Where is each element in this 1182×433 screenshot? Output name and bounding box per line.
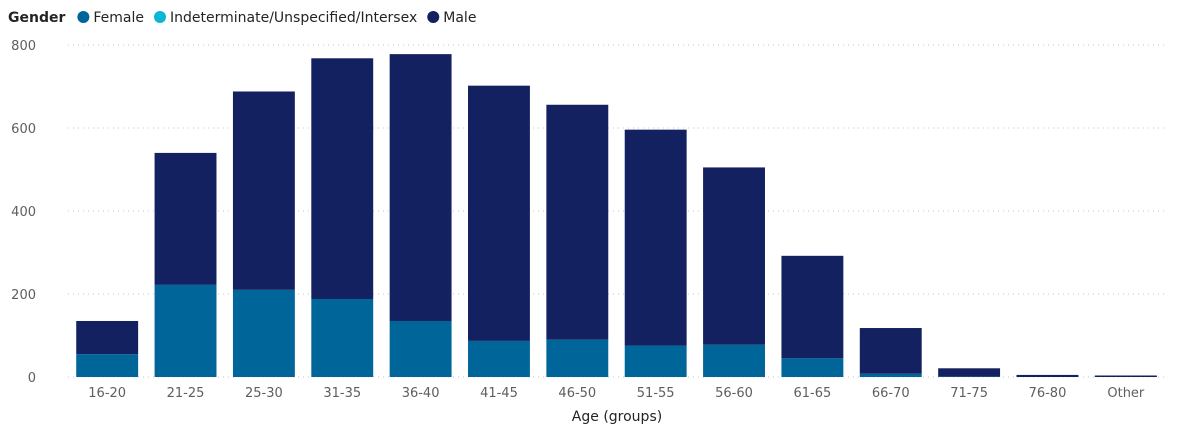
- x-axis-title: Age (groups): [572, 409, 662, 425]
- legend-label-0[interactable]: Female: [93, 10, 144, 26]
- y-tick-400: 400: [11, 205, 36, 220]
- bar-16-20-series-0[interactable]: [76, 354, 139, 377]
- bar-76-80-series-2[interactable]: [1016, 374, 1079, 377]
- bar-41-45-series-2[interactable]: [468, 85, 530, 341]
- x-tick-3: 31-35: [323, 386, 361, 401]
- bars[interactable]: [76, 54, 1157, 377]
- y-tick-800: 800: [11, 39, 36, 54]
- x-tick-0: 16-20: [88, 386, 126, 401]
- legend-marker-0: [77, 11, 90, 23]
- legend-title: Gender: [8, 10, 65, 26]
- x-tick-8: 56-60: [715, 386, 753, 401]
- bar-25-30-series-2[interactable]: [232, 91, 295, 290]
- bar-46-50-series-2[interactable]: [546, 104, 609, 340]
- bar-31-35-series-2[interactable]: [311, 58, 374, 299]
- y-tick-600: 600: [11, 122, 36, 137]
- bar-51-55-series-2[interactable]: [624, 129, 687, 346]
- x-tick-9: 61-65: [794, 386, 832, 401]
- bar-56-60-series-2[interactable]: [703, 167, 765, 345]
- x-axis: 16-20 21-25 25-30 31-35 36-40 41-45 46-50 51-55…: [88, 386, 1145, 401]
- x-tick-12: 76-80: [1029, 386, 1067, 401]
- x-tick-5: 41-45: [480, 386, 518, 401]
- bar-hairline-13: [1094, 375, 1157, 377]
- bar-36-40-series-2[interactable]: [389, 54, 452, 321]
- bar-25-30-series-0[interactable]: [232, 289, 295, 377]
- x-tick-4: 36-40: [402, 386, 440, 401]
- y-tick-200: 200: [11, 288, 36, 303]
- legend-marker-2: [427, 11, 440, 23]
- bar-56-60-series-0[interactable]: [703, 344, 765, 377]
- bar-21-25-series-0[interactable]: [154, 284, 217, 377]
- legend[interactable]: Gender Female Indeterminate/Unspecified/In…: [8, 10, 476, 26]
- x-tick-13: Other: [1107, 386, 1145, 401]
- legend-marker-1: [154, 11, 166, 23]
- bar-36-40-series-0[interactable]: [389, 320, 452, 377]
- x-tick-2: 25-30: [245, 386, 283, 401]
- y-axis: 0 200 400 600 800: [11, 39, 36, 386]
- bar-41-45-series-0[interactable]: [468, 340, 530, 377]
- x-tick-11: 71-75: [950, 386, 988, 401]
- x-tick-6: 46-50: [558, 386, 596, 401]
- gridlines: [68, 44, 1165, 378]
- bar-71-75-series-2[interactable]: [938, 368, 1001, 377]
- y-tick-0: 0: [28, 371, 36, 386]
- bar-61-65-series-0[interactable]: [781, 358, 844, 377]
- x-tick-7: 51-55: [637, 386, 675, 401]
- bar-66-70-series-0[interactable]: [859, 373, 922, 377]
- bar-16-20-series-2[interactable]: [76, 320, 139, 355]
- bar-51-55-series-0[interactable]: [624, 345, 687, 377]
- bar-21-25-series-2[interactable]: [154, 152, 217, 285]
- legend-label-2[interactable]: Male: [443, 10, 476, 26]
- x-tick-10: 66-70: [872, 386, 910, 401]
- legend-label-1[interactable]: Indeterminate/Unspecified/Intersex: [170, 10, 417, 26]
- bar-31-35-series-0[interactable]: [311, 298, 374, 377]
- bar-61-65-series-2[interactable]: [781, 255, 844, 359]
- x-tick-1: 21-25: [167, 386, 205, 401]
- bar-46-50-series-0[interactable]: [546, 339, 609, 377]
- bar-66-70-series-2[interactable]: [859, 328, 922, 374]
